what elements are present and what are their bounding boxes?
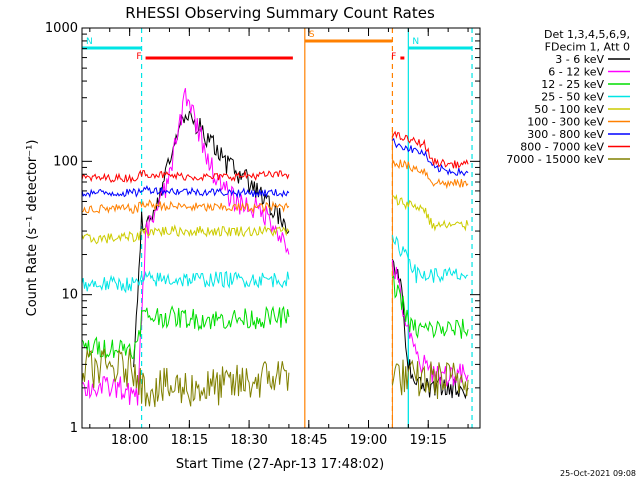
series-line <box>81 87 290 406</box>
x-tick-label: 18:45 <box>290 433 327 448</box>
legend: Det 1,3,4,5,6,9,FDecim 1, Att 03 - 6 keV… <box>506 28 630 166</box>
series-line <box>81 199 290 214</box>
series-line <box>81 348 290 408</box>
legend-entry-label: 50 - 100 keV <box>534 103 604 116</box>
series-line <box>391 359 469 400</box>
series-line <box>392 274 469 339</box>
legend-header: Det 1,3,4,5,6,9, <box>544 28 630 41</box>
chart-title: RHESSI Observing Summary Count Rates <box>125 4 435 22</box>
legend-entry-label: 100 - 300 keV <box>527 116 604 129</box>
x-tick-label: 19:15 <box>410 433 447 448</box>
series-line <box>391 235 469 284</box>
legend-entry-label: 6 - 12 keV <box>548 66 604 79</box>
series-line <box>391 259 469 400</box>
x-tick-label: 18:30 <box>230 433 267 448</box>
flag-label-S: S <box>309 30 315 40</box>
flag-label-F: F <box>136 52 141 62</box>
series-line <box>133 110 290 368</box>
plot-frame <box>81 27 481 429</box>
series-line <box>81 305 290 360</box>
series-line <box>392 193 469 232</box>
x-tick-label: 18:15 <box>171 433 208 448</box>
series-line <box>81 169 290 184</box>
y-tick-label: 1 <box>70 421 78 436</box>
legend-header: FDecim 1, Att 0 <box>545 41 630 54</box>
series-line <box>81 270 290 294</box>
footer-timestamp: 25-Oct-2021 09:08 <box>560 469 636 478</box>
series-line <box>81 184 290 199</box>
series-line <box>391 159 469 190</box>
flag-label-F: F <box>391 52 396 62</box>
legend-entry-label: 3 - 6 keV <box>555 53 604 66</box>
flag-label-N: N <box>86 37 93 47</box>
y-tick-label: 100 <box>53 154 78 169</box>
flag-label-N: N <box>412 37 419 47</box>
y-axis-label: Count Rate (s⁻¹ detector⁻¹) <box>25 140 40 317</box>
legend-entry-label: 300 - 800 keV <box>527 128 604 141</box>
legend-entry-label: 25 - 50 keV <box>541 91 604 104</box>
legend-entry-label: 7000 - 15000 keV <box>506 153 604 166</box>
series-line <box>391 137 469 177</box>
x-tick-label: 19:00 <box>350 433 387 448</box>
x-axis-label: Start Time (27-Apr-13 17:48:02) <box>176 457 384 472</box>
legend-entry-label: 12 - 25 keV <box>541 78 604 91</box>
y-tick-label: 10 <box>61 288 78 303</box>
series-line <box>391 130 469 169</box>
y-tick-label: 1000 <box>45 21 78 36</box>
plot-area: N N F F S 18:00 18:15 18:30 18:45 19:00 19:15 1 10 10… <box>45 21 481 448</box>
series-line <box>81 224 290 245</box>
legend-entry-label: 800 - 7000 keV <box>520 141 604 154</box>
x-tick-label: 18:00 <box>111 433 148 448</box>
